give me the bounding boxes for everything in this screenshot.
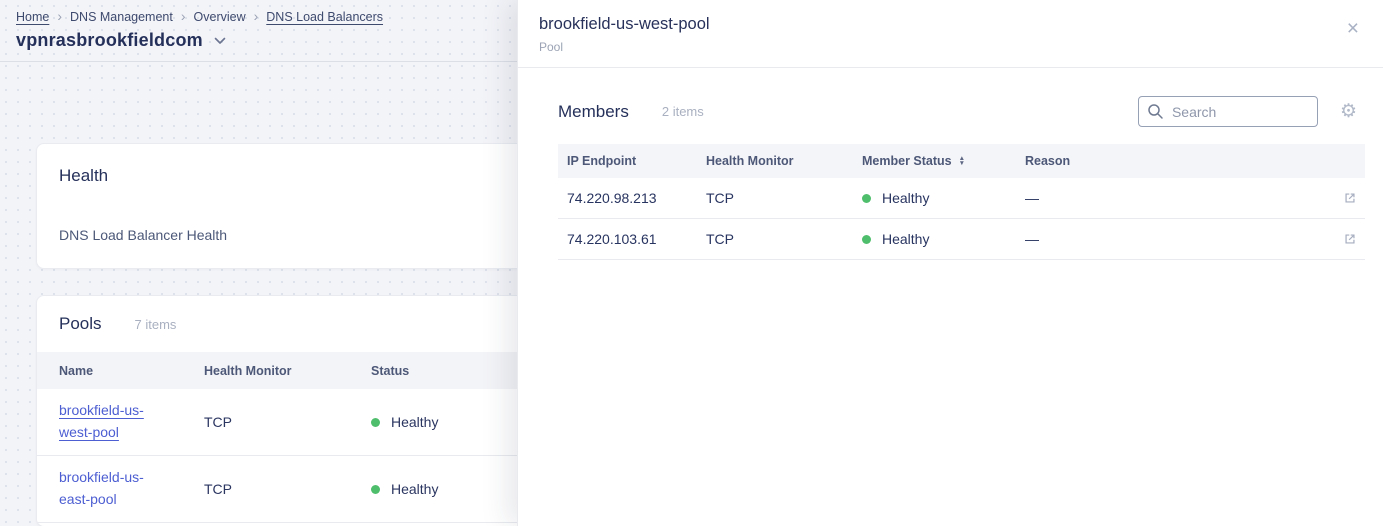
members-controls: ⚙ — [1137, 96, 1365, 127]
member-ip: 74.220.98.213 — [567, 190, 657, 206]
close-icon[interactable]: × — [1346, 17, 1359, 40]
pools-card-header: Pools 7 items — [37, 296, 735, 352]
pool-status-label: Healthy — [391, 414, 439, 430]
chevron-down-icon — [214, 37, 226, 44]
table-row: brookfield-us-west-pool TCP Healthy — [37, 389, 735, 456]
members-count-badge: 2 items — [661, 104, 704, 119]
gear-icon[interactable]: ⚙ — [1339, 101, 1357, 122]
breadcrumb: Home › DNS Management › Overview › DNS L… — [16, 9, 1383, 25]
health-card-description: DNS Load Balancer Health — [59, 227, 228, 243]
pool-link-east[interactable]: brookfield-us-east-pool — [59, 469, 144, 507]
pools-col-health-monitor: Health Monitor — [204, 363, 292, 378]
zone-title-row: vpnrasbrookfieldcom — [16, 30, 1383, 51]
breadcrumb-home-link[interactable]: Home — [16, 10, 50, 24]
members-col-member-status: Member Status — [862, 154, 952, 168]
pool-detail-panel: brookfield-us-west-pool Pool × Members 2… — [517, 0, 1383, 526]
members-col-ip-endpoint: IP Endpoint — [567, 154, 637, 168]
search-input[interactable] — [1137, 96, 1318, 127]
member-ip: 74.220.103.61 — [567, 231, 657, 247]
table-row: 74.220.98.213 TCP Healthy — — [558, 178, 1365, 219]
breadcrumb-separator: › — [57, 8, 63, 24]
panel-subtitle: Pool — [539, 40, 564, 54]
member-reason: — — [1025, 231, 1039, 247]
members-header-bar: Members 2 items ⚙ — [558, 96, 1365, 127]
pools-title: Pools — [59, 314, 102, 333]
panel-title: brookfield-us-west-pool — [539, 15, 710, 33]
pools-count-badge: 7 items — [134, 317, 177, 332]
member-status-label: Healthy — [882, 190, 930, 206]
panel-header: brookfield-us-west-pool Pool × — [518, 0, 1383, 68]
pools-col-name: Name — [59, 363, 94, 378]
healthy-dot-icon — [862, 234, 871, 244]
breadcrumb-dns-management: DNS Management — [70, 10, 173, 24]
sort-icon[interactable]: ▲ ▼ — [958, 155, 966, 167]
members-title: Members — [558, 101, 629, 121]
members-col-reason: Reason — [1025, 154, 1071, 168]
pool-health-monitor: TCP — [204, 414, 232, 430]
breadcrumb-overview: Overview — [193, 10, 246, 24]
pool-link-west[interactable]: brookfield-us-west-pool — [59, 402, 144, 440]
zone-title: vpnrasbrookfieldcom — [16, 30, 203, 50]
member-status: Healthy — [862, 190, 1025, 206]
external-link-icon[interactable] — [1341, 230, 1359, 248]
pool-status: Healthy — [371, 414, 735, 430]
search-wrap — [1137, 96, 1318, 127]
breadcrumb-dns-load-balancers-link[interactable]: DNS Load Balancers — [266, 10, 384, 24]
member-health-monitor: TCP — [706, 190, 734, 206]
healthy-dot-icon — [371, 484, 380, 494]
external-link-icon[interactable] — [1341, 189, 1359, 207]
table-row: brookfield-us-east-pool TCP Healthy — [37, 456, 735, 523]
breadcrumb-separator: › — [180, 8, 186, 24]
pool-health-monitor: TCP — [204, 481, 232, 497]
health-card-title: Health — [59, 166, 109, 185]
breadcrumb-separator: › — [253, 8, 259, 24]
healthy-dot-icon — [862, 193, 871, 203]
pool-status-label: Healthy — [391, 481, 439, 497]
member-status: Healthy — [862, 231, 1025, 247]
search-icon — [1148, 104, 1163, 119]
member-status-label: Healthy — [882, 231, 930, 247]
member-reason: — — [1025, 190, 1039, 206]
members-table: IP Endpoint Health Monitor Member Status… — [558, 144, 1365, 260]
members-col-health-monitor: Health Monitor — [706, 154, 794, 168]
pool-status: Healthy — [371, 481, 735, 497]
member-health-monitor: TCP — [706, 231, 734, 247]
members-table-header: IP Endpoint Health Monitor Member Status… — [558, 144, 1365, 178]
table-row: 74.220.103.61 TCP Healthy — — [558, 219, 1365, 260]
zone-switcher-button[interactable] — [212, 35, 228, 47]
pools-col-status: Status — [371, 363, 410, 378]
healthy-dot-icon — [371, 417, 380, 427]
panel-body: Members 2 items ⚙ IP Endpoint Health Mon… — [518, 68, 1383, 260]
